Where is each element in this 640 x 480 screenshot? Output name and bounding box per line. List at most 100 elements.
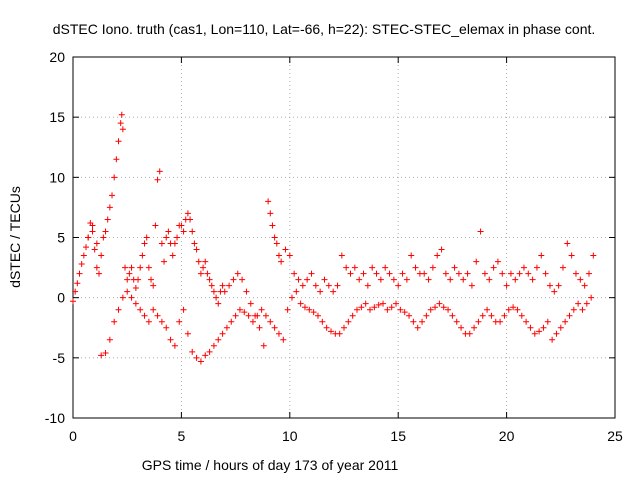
data-point bbox=[336, 330, 343, 337]
data-point bbox=[247, 300, 254, 307]
data-point bbox=[223, 324, 230, 331]
data-point bbox=[323, 324, 330, 331]
data-point bbox=[96, 270, 103, 277]
data-point bbox=[425, 276, 432, 283]
data-point bbox=[210, 342, 217, 349]
data-point bbox=[93, 240, 100, 247]
data-point bbox=[124, 288, 131, 295]
data-point bbox=[505, 306, 512, 313]
data-point bbox=[473, 258, 480, 265]
data-point bbox=[306, 306, 313, 313]
data-point bbox=[197, 270, 204, 277]
data-point bbox=[137, 264, 144, 271]
data-point bbox=[187, 216, 194, 223]
data-point bbox=[258, 306, 265, 313]
data-point bbox=[360, 270, 367, 277]
data-point bbox=[72, 288, 79, 295]
data-point bbox=[542, 270, 549, 277]
data-point bbox=[436, 300, 443, 307]
data-point bbox=[301, 304, 308, 311]
data-point bbox=[568, 252, 575, 259]
data-point bbox=[128, 294, 135, 301]
data-point bbox=[202, 258, 209, 265]
data-point bbox=[184, 210, 191, 217]
data-point bbox=[184, 330, 191, 337]
y-tick-label: 20 bbox=[49, 49, 65, 65]
data-point bbox=[583, 300, 590, 307]
data-point bbox=[143, 234, 150, 241]
data-point bbox=[215, 336, 222, 343]
data-point bbox=[468, 282, 475, 289]
data-point bbox=[189, 228, 196, 235]
data-point bbox=[106, 204, 113, 211]
data-point bbox=[466, 330, 473, 337]
data-point bbox=[109, 192, 116, 199]
data-point bbox=[118, 111, 125, 118]
data-point bbox=[347, 270, 354, 277]
data-point bbox=[163, 324, 170, 331]
data-point bbox=[275, 330, 282, 337]
data-point bbox=[354, 306, 361, 313]
data-point bbox=[245, 312, 252, 319]
data-point bbox=[115, 306, 122, 313]
data-point bbox=[330, 288, 337, 295]
data-point bbox=[518, 312, 525, 319]
data-point bbox=[432, 304, 439, 311]
y-axis-label: dSTEC / TECUs bbox=[7, 186, 23, 288]
data-point bbox=[367, 306, 374, 313]
data-point bbox=[106, 336, 113, 343]
data-point bbox=[180, 228, 187, 235]
data-point bbox=[585, 270, 592, 277]
x-tick-label: 15 bbox=[390, 428, 406, 444]
data-point bbox=[512, 276, 519, 283]
data-point bbox=[206, 276, 213, 283]
y-tick-label: 5 bbox=[57, 230, 65, 246]
data-point bbox=[471, 324, 478, 331]
data-point bbox=[419, 318, 426, 325]
y-tick-label: 0 bbox=[57, 290, 65, 306]
data-point bbox=[572, 270, 579, 277]
data-point bbox=[503, 282, 510, 289]
data-point bbox=[148, 276, 155, 283]
data-point bbox=[137, 306, 144, 313]
data-point bbox=[280, 336, 287, 343]
data-point bbox=[152, 222, 159, 229]
data-point bbox=[161, 258, 168, 265]
data-point bbox=[76, 270, 83, 277]
data-point bbox=[562, 318, 569, 325]
data-point bbox=[325, 282, 332, 289]
data-point bbox=[410, 318, 417, 325]
data-point bbox=[369, 264, 376, 271]
data-point bbox=[414, 324, 421, 331]
data-point bbox=[475, 318, 482, 325]
data-point bbox=[497, 318, 504, 325]
data-point bbox=[557, 324, 564, 331]
data-point bbox=[397, 306, 404, 313]
data-point bbox=[520, 264, 527, 271]
data-point bbox=[380, 300, 387, 307]
data-point bbox=[117, 120, 124, 127]
data-point bbox=[314, 312, 321, 319]
data-point bbox=[358, 304, 365, 311]
data-point bbox=[124, 276, 131, 283]
data-point bbox=[141, 312, 148, 319]
axis-ticks: 0 5 10 15 20 25 -10 -5 0 5 10 15 20 bbox=[45, 49, 623, 444]
data-point bbox=[403, 276, 410, 283]
data-point bbox=[89, 222, 96, 229]
data-point bbox=[334, 282, 341, 289]
data-point bbox=[345, 318, 352, 325]
data-point bbox=[577, 276, 584, 283]
data-point bbox=[540, 324, 547, 331]
data-point bbox=[98, 252, 105, 259]
data-point bbox=[356, 276, 363, 283]
data-point bbox=[91, 246, 98, 253]
data-point bbox=[139, 252, 146, 259]
data-point bbox=[362, 300, 369, 307]
data-point bbox=[312, 282, 319, 289]
data-point bbox=[588, 294, 595, 301]
data-point bbox=[458, 324, 465, 331]
data-point bbox=[581, 282, 588, 289]
data-point bbox=[70, 298, 76, 305]
data-point bbox=[412, 264, 419, 271]
data-point bbox=[176, 318, 183, 325]
